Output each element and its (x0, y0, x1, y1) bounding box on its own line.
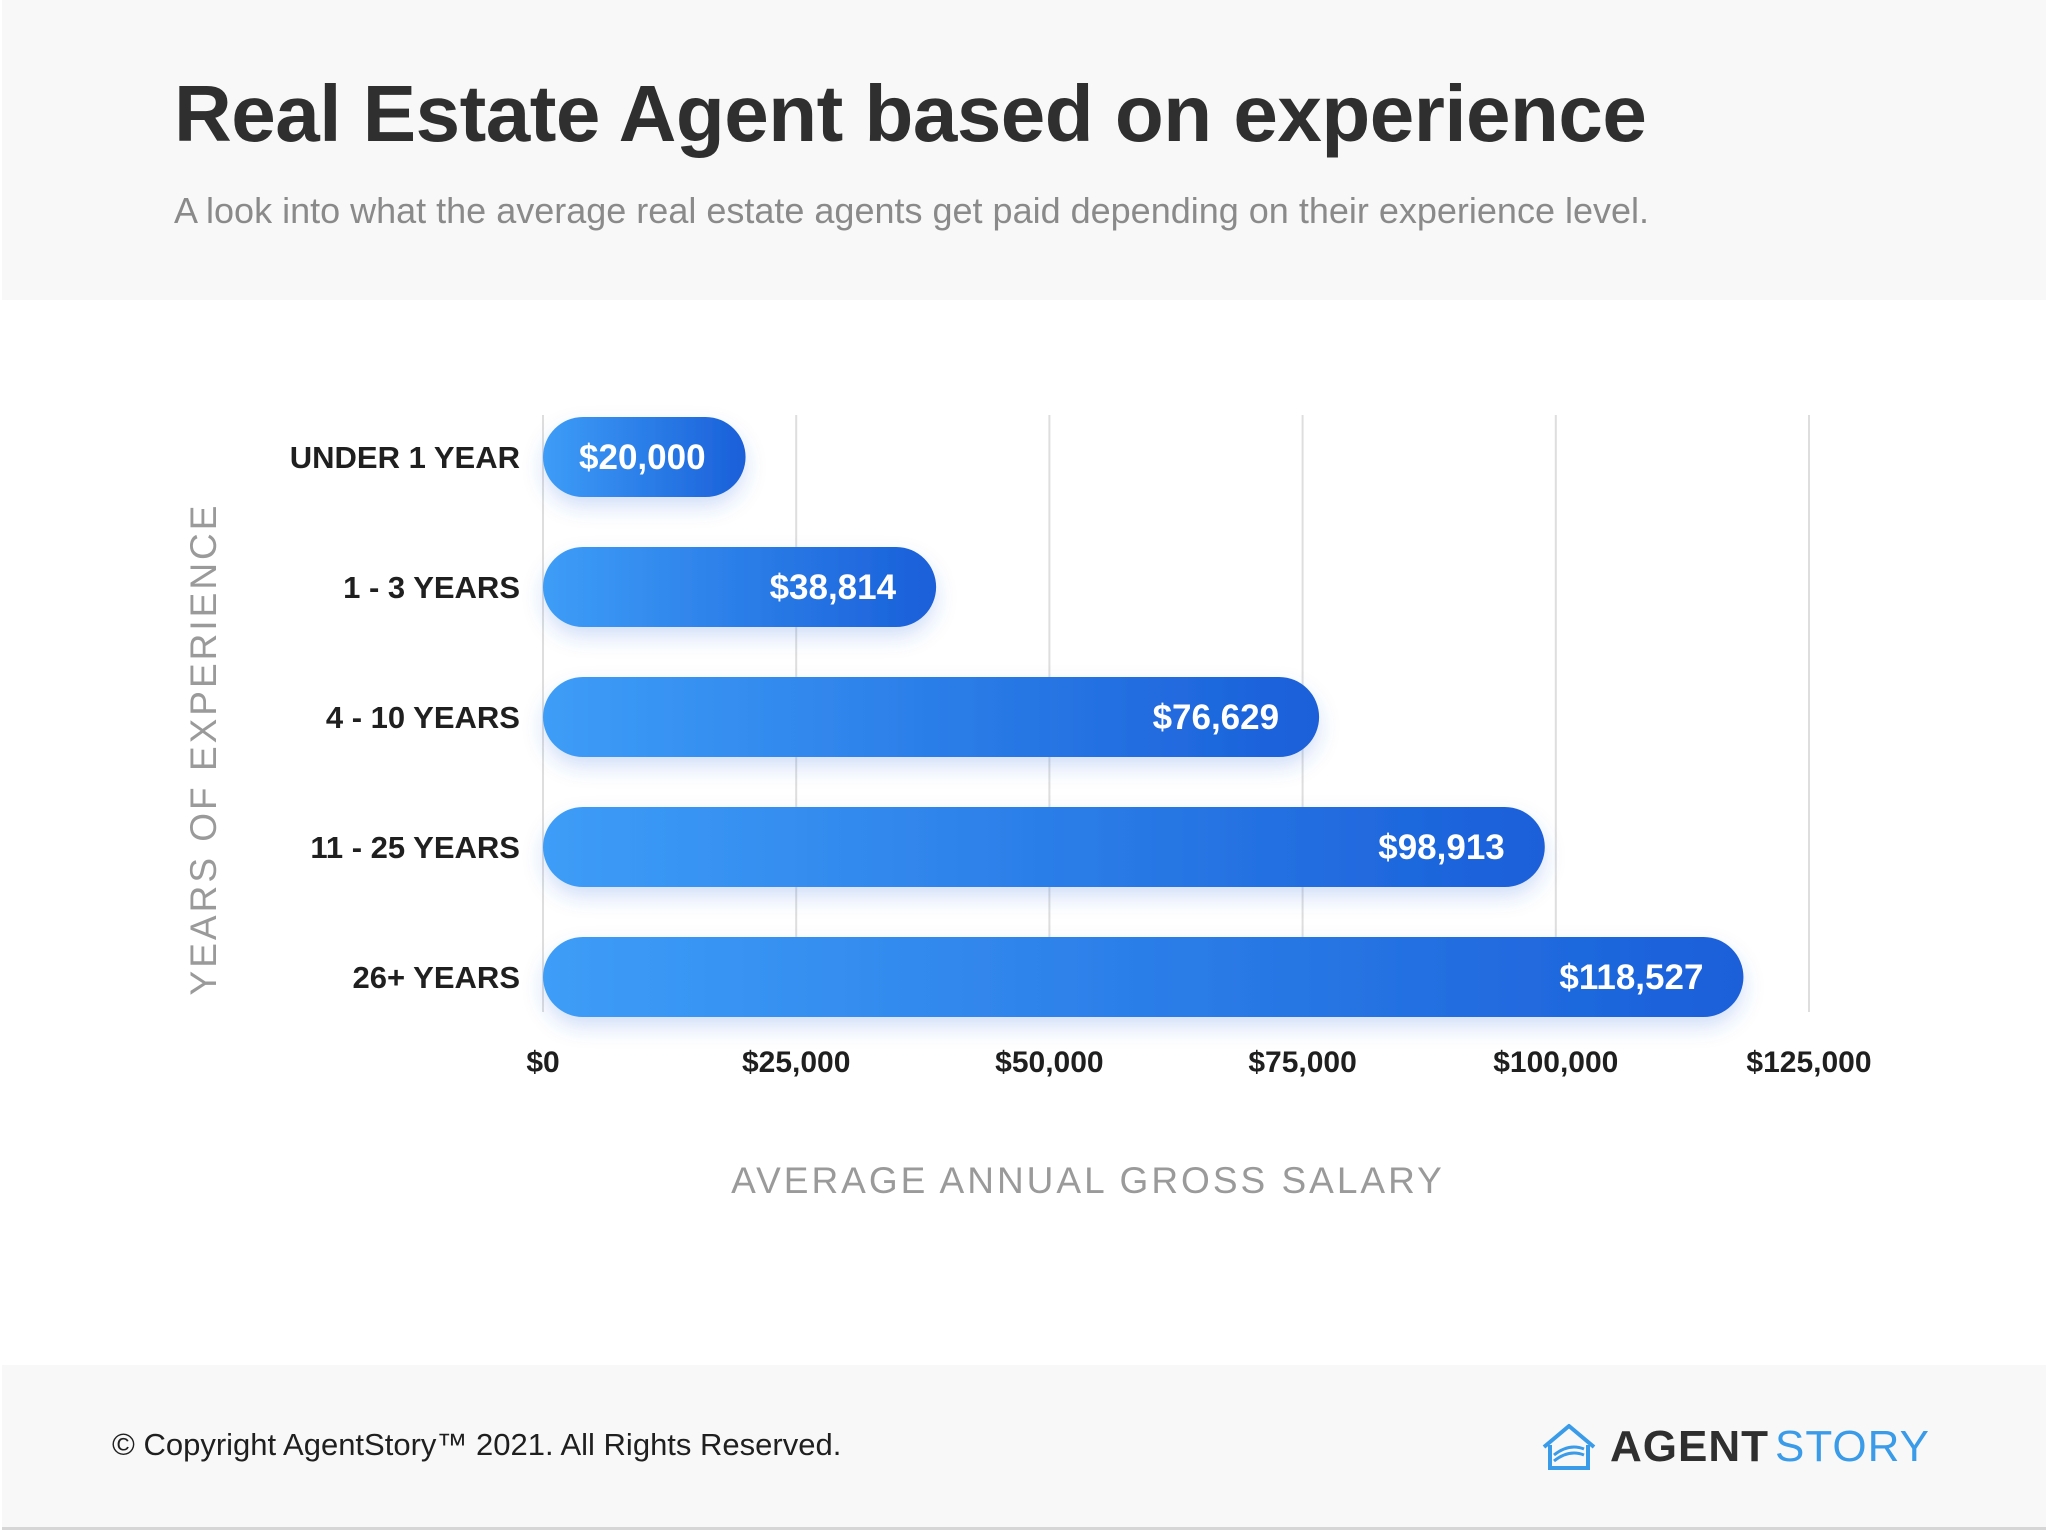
bar (543, 417, 746, 497)
data-label: $38,814 (770, 568, 897, 607)
chart-subtitle: A look into what the average real estate… (174, 190, 1650, 231)
data-label: $20,000 (579, 438, 706, 477)
bar-chart: $0 $25,000 $50,000 $75,000 $100,000 $125,000 U… (183, 415, 1872, 1201)
copyright-text: © Copyright AgentStory™ 2021. All Rights… (112, 1427, 842, 1462)
footer: © Copyright AgentStory™ 2021. All Rights… (2, 1365, 2046, 1527)
x-tick-label: $0 (526, 1046, 559, 1079)
x-axis-title: AVERAGE ANNUAL GROSS SALARY (731, 1160, 1445, 1201)
bar (543, 547, 937, 627)
chart-title: Real Estate Agent based on experience (174, 69, 1647, 158)
brand-logo: AGENT STORY (1540, 1417, 1930, 1477)
x-tick-label: $125,000 (1746, 1046, 1871, 1079)
data-label: $76,629 (1153, 698, 1280, 737)
x-tick-label: $75,000 (1248, 1046, 1356, 1079)
bar (543, 937, 1744, 1017)
bar (543, 807, 1545, 887)
category-label: 26+ YEARS (353, 960, 520, 995)
x-tick-label: $25,000 (742, 1046, 850, 1079)
category-label: 1 - 3 YEARS (343, 570, 520, 605)
x-tick-label: $100,000 (1493, 1046, 1618, 1079)
category-label: UNDER 1 YEAR (290, 440, 520, 475)
bar (543, 677, 1320, 757)
y-axis-title: YEARS OF EXPERIENCE (183, 503, 224, 996)
data-label: $98,913 (1378, 828, 1505, 867)
header: Real Estate Agent based on experience A … (2, 0, 2046, 300)
brand-name-light: STORY (1775, 1422, 1930, 1471)
labels: $0 $25,000 $50,000 $75,000 $100,000 $125,000 U… (183, 438, 1872, 1201)
bars (543, 417, 1744, 1017)
category-label: 4 - 10 YEARS (326, 700, 520, 735)
category-label: 11 - 25 YEARS (310, 830, 520, 865)
data-label: $118,527 (1559, 958, 1703, 997)
house-logo-icon (1542, 1424, 1596, 1470)
x-tick-label: $50,000 (995, 1046, 1103, 1079)
brand-name-bold: AGENT (1610, 1422, 1769, 1471)
